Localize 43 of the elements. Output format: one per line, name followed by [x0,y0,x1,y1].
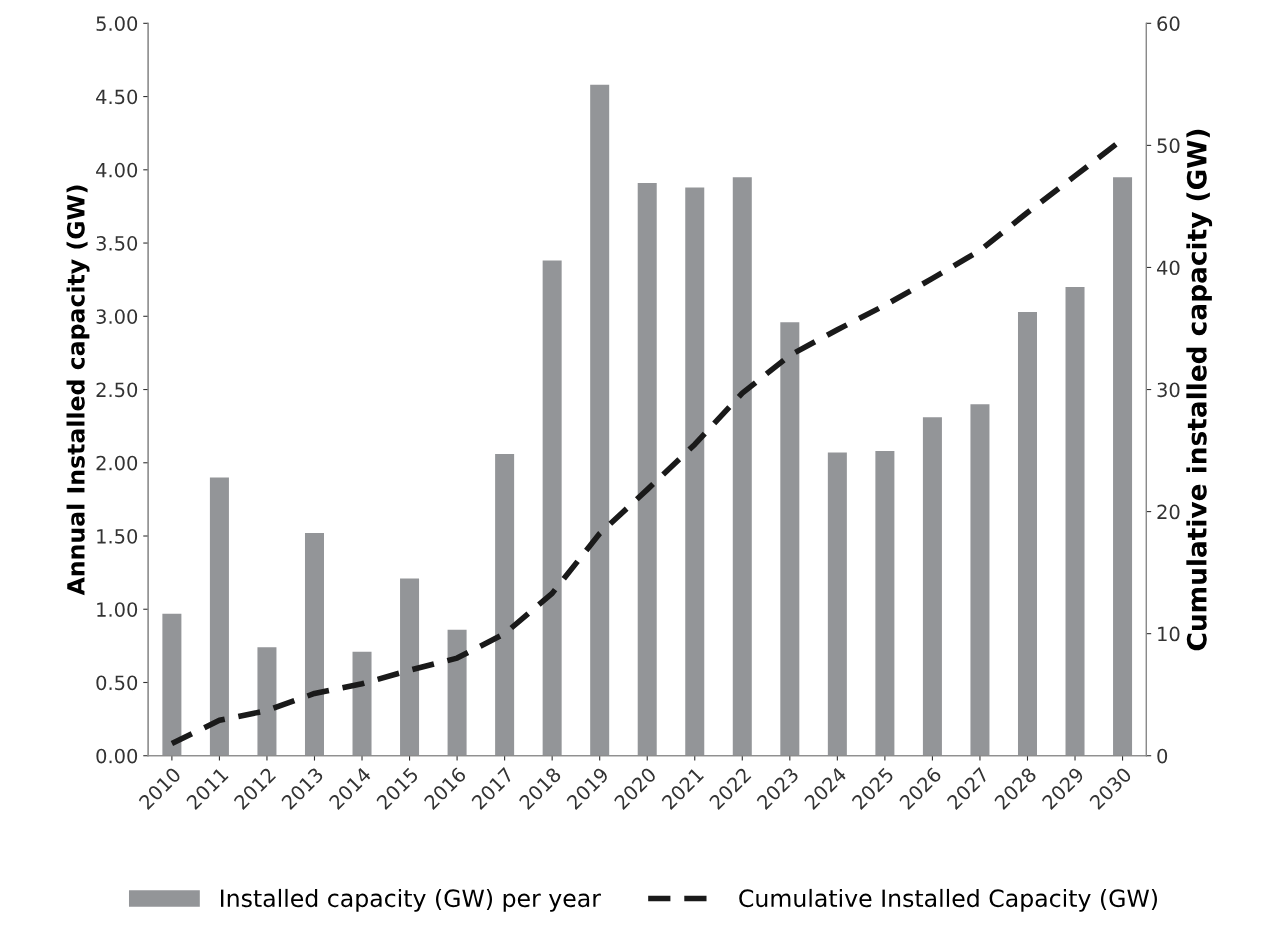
legend-label: Cumulative Installed Capacity (GW) [739,888,1157,912]
bar [732,177,752,756]
y2-tick-label: 10 [1158,626,1180,642]
y2-tick-label: 20 [1157,504,1180,520]
y2-tick-label: 60 [1157,16,1180,31]
y-tick-label: 2.50 [96,382,138,398]
y2-tick-label: 40 [1156,260,1180,276]
y-axis-title: Annual Installed capacity (GW) [66,185,90,596]
bar [209,477,229,756]
bar [590,84,610,756]
bar [257,647,277,756]
bar [1113,177,1133,756]
y-tick-label: 5.00 [96,16,138,31]
bar [970,404,990,756]
y2-tick-label: 50 [1157,138,1180,154]
bar [685,187,705,756]
bar [637,182,657,756]
bar [1017,311,1037,756]
y-tick-label: 4.50 [96,89,138,105]
bar [1065,286,1085,756]
bar [162,613,182,756]
bar [495,453,515,756]
y2-tick-label: 0 [1157,748,1168,764]
y-tick-label: 1.50 [97,528,138,544]
bar [447,629,467,756]
y-tick-label: 0.50 [96,675,138,691]
bar [922,417,942,756]
bar [352,651,372,756]
y2-axis-title: Cumulative installed capacity (GW) [1186,129,1213,651]
y-tick-label: 1.00 [97,602,138,617]
legend-label: Installed capacity (GW) per year [221,888,601,912]
bar [875,451,895,756]
bar [542,260,562,756]
bar [780,322,800,756]
y-tick-label: 3.50 [96,236,138,251]
y-tick-label: 4.00 [96,162,138,178]
y-tick-label: 2.00 [96,455,138,471]
bar [400,578,420,756]
y2-tick-label: 30 [1157,382,1180,398]
y-tick-label: 0.00 [96,748,138,764]
bar [827,452,847,756]
y-tick-label: 3.00 [96,309,138,324]
bar [304,533,324,756]
